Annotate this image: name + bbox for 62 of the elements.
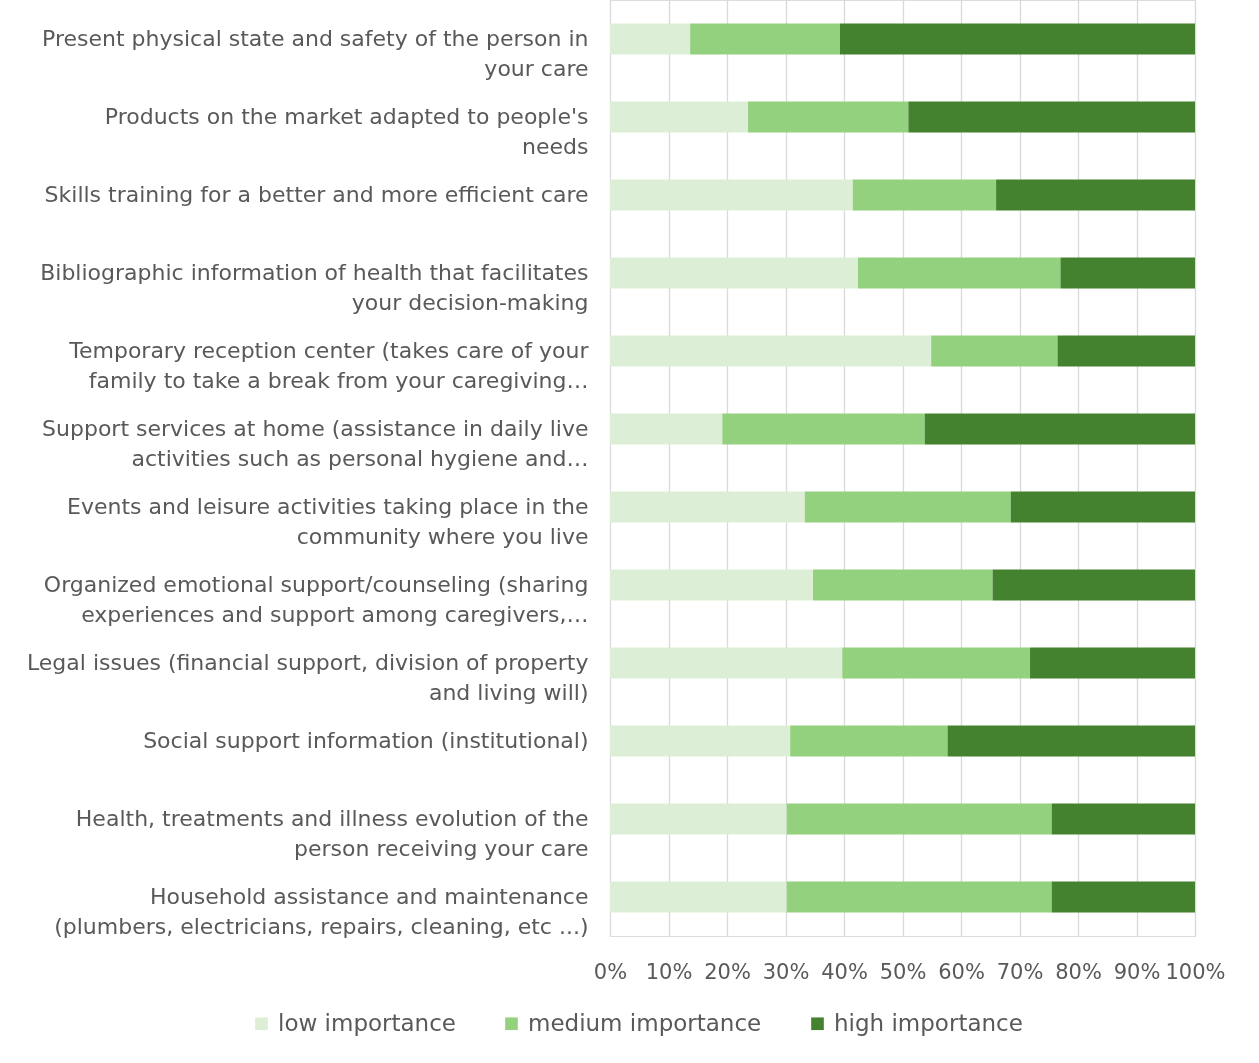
bar (839, 23, 1195, 55)
bar (786, 881, 1052, 913)
bar (1051, 881, 1195, 913)
y-tick-label: Support services at home (assistance in daily live activities such as personal hygiene and… (42, 416, 589, 471)
bar (610, 647, 843, 679)
bar (748, 101, 909, 133)
bar (1060, 257, 1195, 289)
legend-label: medium importance (528, 1009, 762, 1036)
y-tick-label: Health, treatments and illness evolution of the person receiving your care (75, 806, 589, 861)
bar (947, 725, 1195, 757)
bar (610, 179, 853, 211)
bar (786, 803, 1052, 835)
y-tick-label: Legal issues (financial support, division of property and living will) (26, 650, 589, 705)
bar (992, 569, 1195, 601)
bar (804, 491, 1011, 523)
bar (1051, 803, 1195, 835)
x-tick-label: 80% (1055, 959, 1102, 984)
bar (610, 569, 813, 601)
x-tick-label: 90% (1113, 959, 1161, 984)
x-tick-label: 20% (704, 959, 751, 984)
legend-label: high importance (834, 1009, 1023, 1036)
y-tick-label: Household assistance and maintenance (plumbers, electricians, repairs, cleaning, etc ...) (54, 884, 589, 939)
bar (931, 335, 1058, 367)
bar (610, 335, 932, 367)
bar (924, 413, 1195, 445)
bar (610, 257, 859, 289)
y-tick-label: Present physical state and safety of the person in your care (42, 26, 589, 81)
bar (1057, 335, 1195, 367)
bar (610, 881, 787, 913)
bar (908, 101, 1195, 133)
bar (842, 647, 1031, 679)
bar (610, 101, 749, 133)
y-tick-label: Organized emotional support/counseling (sharing experiences and support among caregivers,… (43, 572, 589, 627)
bar (610, 491, 805, 523)
y-tick-label: Events and leisure activities taking place in the community where you live (67, 494, 589, 549)
bar (610, 725, 791, 757)
x-tick-label: 60% (938, 959, 985, 984)
bar (1010, 491, 1195, 523)
y-tick-label: Bibliographic information of health that facilitates your decision-making (40, 260, 589, 315)
x-tick-label: 50% (879, 959, 927, 984)
y-tick-label: Skills training for a better and more efficient care (44, 182, 589, 207)
bar (1030, 647, 1195, 679)
x-tick-label: 0% (593, 959, 628, 984)
x-tick-label: 70% (996, 959, 1044, 984)
bar (690, 23, 840, 55)
bar (610, 803, 787, 835)
bar (610, 413, 723, 445)
x-tick-label: 100% (1165, 959, 1226, 984)
legend-label: low importance (278, 1009, 456, 1036)
x-tick-label: 10% (645, 959, 693, 984)
bar (996, 179, 1195, 211)
y-tick-label: Social support information (institutional) (143, 728, 589, 753)
x-tick-label: 40% (821, 959, 868, 984)
bar (858, 257, 1061, 289)
bar (813, 569, 993, 601)
bar (790, 725, 948, 757)
y-tick-label: Temporary reception center (takes care of your family to take a break from your caregiving… (68, 338, 590, 393)
bar (610, 23, 691, 55)
y-tick-label: Products on the market adapted to people's needs (104, 104, 589, 159)
x-tick-label: 30% (762, 959, 810, 984)
bar (852, 179, 997, 211)
bar (722, 413, 925, 445)
